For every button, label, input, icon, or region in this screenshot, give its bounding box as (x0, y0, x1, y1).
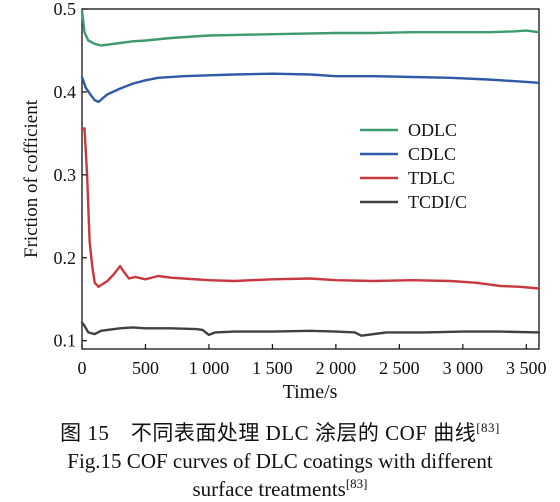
legend: ODLC CDLC TDLC TCDI/C (360, 120, 467, 212)
plot-frame (81, 8, 540, 350)
y-tick-label: 0.5 (54, 0, 77, 19)
caption-chinese-ref: [83] (476, 420, 500, 435)
y-tick-label: 0.3 (54, 165, 77, 185)
y-axis-label: Friction of cofficient (21, 99, 42, 258)
series-line-tdlc (80, 127, 541, 290)
caption-chinese: 图 15 不同表面处理 DLC 涂层的 COF 曲线[83] (0, 421, 560, 444)
caption-chinese-text: 图 15 不同表面处理 DLC 涂层的 COF 曲线 (60, 421, 477, 445)
x-tick-label: 1 000 (189, 358, 230, 378)
y-axis: 0.1 0.2 0.3 0.4 0.5 (54, 0, 87, 351)
caption-english-line1: Fig.15 COF curves of DLC coatings with d… (67, 449, 493, 473)
y-tick-label: 0.4 (54, 82, 77, 102)
x-tick-label: 2 000 (316, 358, 357, 378)
series-line-cdlc (80, 72, 541, 104)
series-line-tcdi-c (80, 321, 541, 337)
caption-english-line2-text: surface treatments (192, 477, 346, 501)
y-tick-label: 0.2 (54, 248, 77, 268)
legend-label: ODLC (408, 120, 457, 140)
legend-label: CDLC (408, 144, 456, 164)
caption-english-ref: [83] (345, 476, 368, 491)
series-line-odlc (80, 9, 541, 47)
x-tick-label: 3 500 (506, 358, 547, 378)
x-axis-label: Time/s (283, 381, 338, 403)
series-layer (80, 9, 541, 337)
caption-english-line2: surface treatments[83] (0, 477, 560, 500)
y-tick-label: 0.1 (54, 331, 77, 351)
x-tick-label: 3 000 (443, 358, 484, 378)
legend-label: TCDI/C (408, 192, 467, 212)
x-axis: 0 500 1 000 1 500 2 000 2 500 3 000 3 500 (78, 344, 547, 378)
x-tick-label: 500 (132, 358, 159, 378)
legend-label: TDLC (408, 168, 455, 188)
x-tick-label: 0 (78, 358, 87, 378)
x-tick-label: 1 500 (252, 358, 293, 378)
x-tick-label: 2 500 (379, 358, 420, 378)
